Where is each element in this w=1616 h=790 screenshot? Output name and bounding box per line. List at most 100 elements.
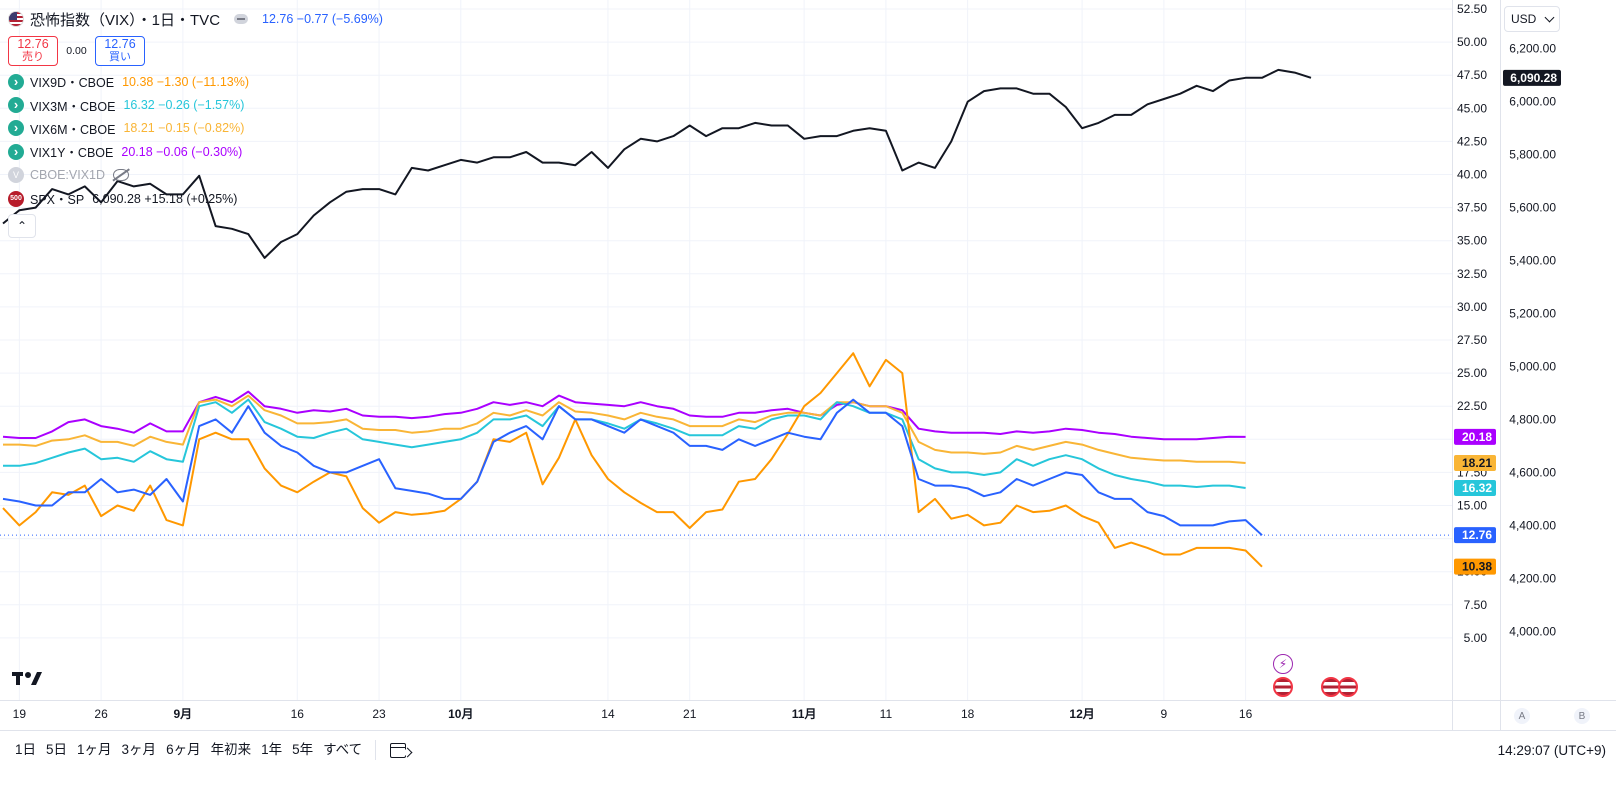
y-tick-label: 4,200.00 (1509, 571, 1556, 585)
last-value-badge (1503, 69, 1561, 86)
x-tick-label: 14 (601, 707, 615, 721)
clock[interactable]: 14:29:07 (UTC+9) (1497, 742, 1606, 758)
y-tick-label: 5,200.00 (1509, 307, 1556, 321)
series-name[interactable]: VIX3M・CBOE (30, 99, 116, 114)
range-button[interactable]: 3ヶ月 (121, 742, 157, 757)
series-name[interactable]: VIX9D・CBOE (30, 76, 115, 91)
sell-label: 売り (22, 51, 44, 63)
us-flag-icon (8, 11, 24, 27)
series-line (2, 68, 1312, 259)
x-tick-label: 12月 (1069, 707, 1094, 721)
grid (0, 0, 1616, 730)
legend: 恐怖指数（VIX）・1日・TVC 12.76 −0.77 (−5.69%) 12… (8, 8, 383, 239)
y-tick-label: 40.00 (1457, 168, 1487, 182)
y-tick-label: 15.00 (1457, 499, 1487, 513)
last-value-badge (1454, 527, 1496, 544)
currency-label: USD (1511, 12, 1537, 26)
range-button[interactable]: 1ヶ月 (77, 742, 112, 757)
series-legend-row[interactable]: 500 SPX・SP 6,090.28 +15.18 (+0.25%) (8, 187, 383, 210)
last-value-label: 6,090.28 (1510, 71, 1557, 85)
last-value-label: 12.76 (1462, 528, 1492, 542)
go-to-date-icon[interactable] (390, 742, 407, 758)
tradingview-logo-icon[interactable] (12, 670, 42, 688)
last-value-badge (1454, 480, 1496, 497)
series-legend-row[interactable]: VIX9D・CBOE 10.38 −1.30 (−11.13%) (8, 70, 383, 93)
x-tick-label: 23 (372, 707, 386, 721)
chart-canvas[interactable]: 52.50 50.00 47.50 45.00 42.50 40.00 37.50 35.00… (0, 0, 1616, 730)
y-tick-label: 6,200.00 (1509, 42, 1556, 56)
y-tick-label: 37.50 (1457, 201, 1487, 215)
y-tick-label: 5,800.00 (1509, 148, 1556, 162)
series-name[interactable]: CBOE:VIX1D (30, 168, 106, 183)
series-legend-row[interactable]: CBOE:VIX1D (8, 164, 383, 187)
collapse-legend-button[interactable]: ⌃ (8, 214, 36, 239)
y-tick-label: 7.50 (1464, 598, 1488, 612)
y-tick-label: 30.00 (1457, 300, 1487, 314)
date-range-buttons: 1日 5日 1ヶ月 3ヶ月 6ヶ月 年初来 1年 5年 すべて (0, 737, 367, 763)
series-name[interactable]: VIX6M・CBOE (30, 122, 116, 137)
x-tick-label: 10月 (448, 707, 473, 721)
range-button[interactable]: 5日 (46, 742, 68, 757)
us-economic-event-icon[interactable] (1273, 677, 1293, 697)
main-series-legend[interactable]: 恐怖指数（VIX）・1日・TVC 12.76 −0.77 (−5.69%) (8, 8, 383, 30)
main-series-title[interactable]: 恐怖指数（VIX）・1日・TVC (30, 11, 221, 29)
log-scale-button[interactable]: B (1574, 708, 1590, 724)
range-button[interactable]: 5年 (292, 742, 314, 757)
spx-logo-icon: 500 (8, 190, 24, 207)
last-value-label: 20.18 (1462, 430, 1492, 444)
series-line (2, 390, 1246, 441)
sell-price: 12.76 (17, 37, 49, 51)
cboe-logo-icon (8, 120, 24, 137)
left-price-scale[interactable]: 52.50 50.00 47.50 45.00 42.50 40.00 37.50 35.00… (1457, 2, 1487, 645)
y-tick-label: 5,400.00 (1509, 254, 1556, 268)
y-tick-label: 42.50 (1457, 134, 1487, 148)
series-legend-row[interactable]: VIX6M・CBOE 18.21 −0.15 (−0.82%) (8, 117, 383, 140)
range-button[interactable]: 年初来 (210, 742, 252, 757)
y-tick-label: 4,400.00 (1509, 518, 1556, 532)
series-quote: 20.18 −0.06 (−0.30%) (121, 144, 243, 159)
x-tick-label: 16 (291, 707, 305, 721)
currency-selector[interactable]: USD (1504, 6, 1560, 32)
buy-button[interactable]: 12.76 買い (95, 36, 145, 66)
trade-buttons: 12.76 売り 0.00 12.76 買い (8, 35, 383, 67)
x-tick-label: 11月 (792, 707, 817, 721)
market-status-icon[interactable] (234, 14, 249, 24)
cboe-logo-icon (8, 73, 24, 90)
series-name[interactable]: VIX1Y・CBOE (30, 146, 114, 161)
sell-button[interactable]: 12.76 売り (8, 36, 58, 66)
lightning-event-icon[interactable]: ⚡ (1273, 654, 1293, 674)
series-quote: 10.38 −1.30 (−11.13%) (122, 74, 250, 89)
eye-off-icon[interactable] (113, 169, 130, 182)
range-button[interactable]: 1年 (261, 742, 283, 757)
last-value-badge (1454, 558, 1496, 575)
cboe-logo-icon (8, 143, 24, 160)
main-series-quote: 12.76 −0.77 (−5.69%) (262, 12, 383, 26)
right-price-scale[interactable]: 6,200.00 6,000.00 5,800.00 5,600.00 5,400.00… (1509, 42, 1556, 639)
last-value-label: 10.38 (1462, 560, 1492, 574)
auto-scale-button[interactable]: A (1514, 708, 1530, 724)
cboe-logo-icon (8, 97, 24, 114)
series-name[interactable]: SPX・SP (30, 193, 85, 208)
y-tick-label: 6,000.00 (1509, 95, 1556, 109)
y-tick-label: 4,800.00 (1509, 412, 1556, 426)
us-economic-event-icon[interactable] (1338, 677, 1358, 697)
series-quote: 16.32 −0.26 (−1.57%) (123, 98, 245, 113)
series-line (2, 352, 1263, 568)
last-value-badge (1454, 454, 1496, 471)
y-tick-label: 27.50 (1457, 333, 1487, 347)
y-tick-label: 5,600.00 (1509, 201, 1556, 215)
series-legend-row[interactable]: VIX1Y・CBOE 20.18 −0.06 (−0.30%) (8, 140, 383, 163)
series-legend-row[interactable]: VIX3M・CBOE 16.32 −0.26 (−1.57%) (8, 93, 383, 116)
range-button[interactable]: すべて (323, 742, 363, 757)
x-tick-label: 9 (1161, 707, 1168, 721)
time-scale[interactable]: 19 26 9月 16 23 10月 14 21 11月 11 18 12月 9 16 (13, 707, 1253, 721)
range-button[interactable]: 6ヶ月 (166, 742, 201, 757)
range-button[interactable]: 1日 (15, 742, 37, 757)
x-tick-label: 9月 (174, 707, 193, 721)
y-tick-label: 50.00 (1457, 35, 1487, 49)
series-quote: 6,090.28 +15.18 (+0.25%) (92, 191, 238, 206)
x-tick-label: 18 (961, 707, 975, 721)
series-line (3, 398, 1246, 489)
y-tick-label: 45.00 (1457, 101, 1487, 115)
